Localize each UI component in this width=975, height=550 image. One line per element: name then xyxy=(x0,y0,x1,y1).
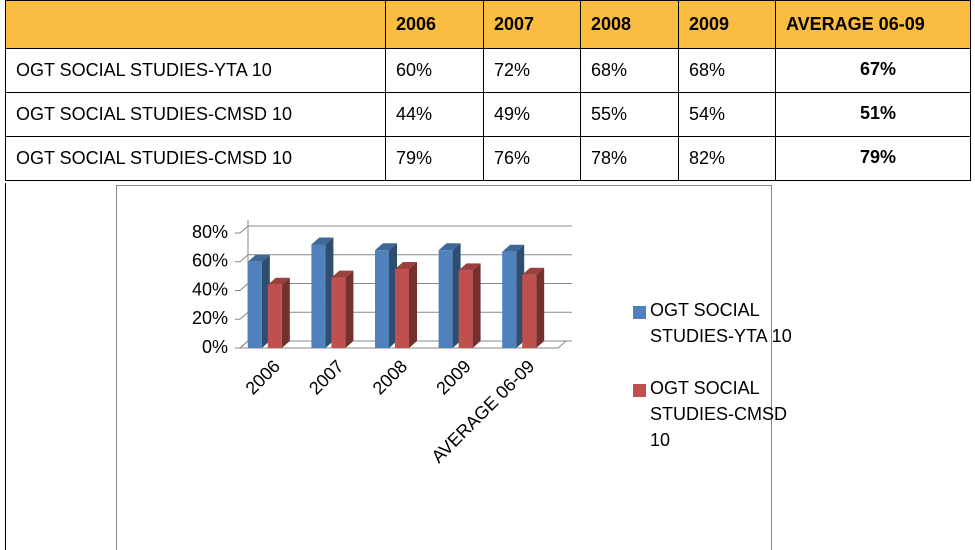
grid-line xyxy=(239,225,572,234)
cell: 60% xyxy=(385,48,484,93)
y-tick-label: 20% xyxy=(192,308,228,328)
bar xyxy=(395,268,409,348)
cell: 67% xyxy=(775,48,971,93)
bar xyxy=(311,244,326,348)
table-row: OGT SOCIAL STUDIES-CMSD 10 79% 76% 78% 82% 79… xyxy=(5,136,971,181)
cell: 79% xyxy=(775,136,971,181)
x-tick-label: 2009 xyxy=(432,356,474,398)
bar xyxy=(502,251,517,348)
header-cell: 2007 xyxy=(483,0,581,49)
row-label: OGT SOCIAL STUDIES-CMSD 10 xyxy=(5,92,386,137)
cell: 78% xyxy=(580,136,679,181)
legend-label: OGT SOCIAL STUDIES-YTA 10 xyxy=(650,300,792,346)
bar xyxy=(331,277,346,348)
data-table: 2006 2007 2008 2009 AVERAGE 06-09 OGT SO… xyxy=(5,0,971,181)
table-row: OGT SOCIAL STUDIES-YTA 10 60% 72% 68% 68% 67% xyxy=(5,48,971,93)
cell: 55% xyxy=(580,92,679,137)
bar-top xyxy=(522,267,545,275)
x-tick-label: 2007 xyxy=(305,356,347,398)
header-row: 2006 2007 2008 2009 AVERAGE 06-09 xyxy=(5,0,971,49)
bar-top xyxy=(311,237,334,245)
bar xyxy=(458,270,473,348)
y-tick-label: 0% xyxy=(202,337,228,357)
bar xyxy=(247,261,262,348)
bar-side xyxy=(281,277,290,348)
cell: 76% xyxy=(483,136,581,181)
bar-top xyxy=(247,254,270,262)
bar-side xyxy=(536,267,545,348)
bar xyxy=(522,274,537,348)
bar-top xyxy=(458,263,481,271)
legend-swatch xyxy=(633,384,646,397)
bar xyxy=(438,250,453,348)
header-cell: 2008 xyxy=(580,0,679,49)
y-tick-label: 80% xyxy=(192,222,228,242)
header-cell: AVERAGE 06-09 xyxy=(775,0,971,49)
legend-label: OGT SOCIAL STUDIES-CMSD 10 xyxy=(650,378,788,450)
grid-line xyxy=(239,254,572,263)
legend-swatch xyxy=(633,306,646,319)
row-label: OGT SOCIAL STUDIES-CMSD 10 xyxy=(5,136,386,181)
cell: 54% xyxy=(678,92,776,137)
header-cell xyxy=(5,0,386,49)
bar-side xyxy=(409,261,417,348)
x-tick-label: 2008 xyxy=(369,356,411,398)
bar-top xyxy=(438,243,461,251)
bar-side xyxy=(345,270,354,348)
bar-top xyxy=(375,243,397,251)
cell: 49% xyxy=(483,92,581,137)
cell: 82% xyxy=(678,136,776,181)
bar xyxy=(375,250,389,348)
bar-side xyxy=(472,263,481,348)
x-tick-label: 2006 xyxy=(242,356,284,398)
chart-frame xyxy=(116,185,772,550)
bar-top xyxy=(395,261,417,269)
row-label: OGT SOCIAL STUDIES-YTA 10 xyxy=(5,48,386,93)
y-tick-label: 40% xyxy=(192,279,228,299)
bar-top xyxy=(331,270,354,278)
cell-border xyxy=(5,183,6,550)
cell: 79% xyxy=(385,136,484,181)
bar xyxy=(267,284,282,348)
y-tick-label: 60% xyxy=(192,251,228,271)
bar-top xyxy=(267,277,290,285)
axis-floor xyxy=(240,340,567,349)
bar-top xyxy=(502,244,525,252)
